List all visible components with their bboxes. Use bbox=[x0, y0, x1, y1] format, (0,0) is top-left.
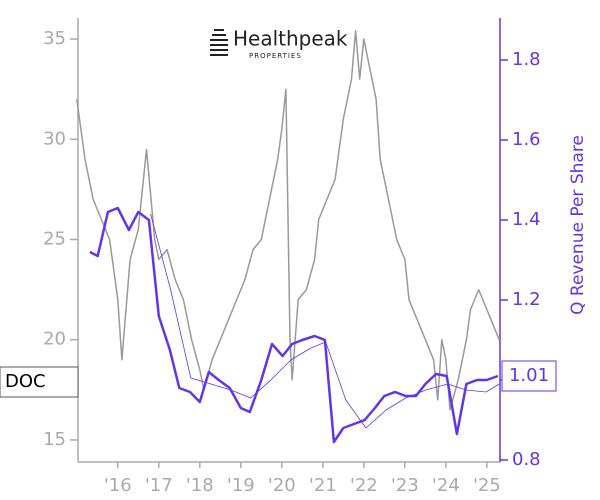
series-name: DOC bbox=[5, 371, 46, 392]
y2-tick-label: 1.6 bbox=[512, 129, 541, 150]
x-tick-label: '22 bbox=[350, 475, 378, 496]
x-tick-label: '19 bbox=[227, 475, 255, 496]
x-tick-label: '25 bbox=[473, 475, 501, 496]
logo-text: Healthpeak bbox=[233, 27, 348, 51]
x-tick-label: '20 bbox=[268, 475, 296, 496]
y2-tick-label: 1.8 bbox=[512, 49, 541, 70]
y2-tick-label: 1.4 bbox=[512, 209, 541, 230]
x-tick-label: '16 bbox=[104, 475, 132, 496]
value-label: 1.01 bbox=[509, 365, 549, 386]
x-tick-label: '17 bbox=[145, 475, 173, 496]
logo-icon bbox=[210, 29, 228, 56]
y-tick-label: 15 bbox=[43, 429, 66, 450]
x-tick-label: '18 bbox=[186, 475, 214, 496]
y2-tick-label: 0.8 bbox=[512, 449, 541, 470]
y2-tick-label: 1.2 bbox=[512, 289, 541, 310]
logo: Healthpeak PROPERTIES bbox=[210, 27, 348, 60]
series-name-box bbox=[0, 366, 79, 398]
x-tick-label: '21 bbox=[309, 475, 337, 496]
series-line bbox=[76, 30, 500, 411]
value-label-box bbox=[501, 360, 557, 392]
y-tick-label: 35 bbox=[43, 28, 66, 49]
series-line bbox=[89, 206, 499, 444]
logo-subtext: PROPERTIES bbox=[249, 52, 302, 60]
x-tick-label: '24 bbox=[432, 475, 460, 496]
y-tick-label: 25 bbox=[43, 228, 66, 249]
y-tick-label: 30 bbox=[43, 128, 66, 149]
y2-axis-label: Q Revenue Per Share bbox=[568, 135, 588, 315]
y-tick-label: 20 bbox=[43, 329, 66, 350]
x-tick-label: '23 bbox=[391, 475, 419, 496]
series-line bbox=[150, 213, 500, 429]
